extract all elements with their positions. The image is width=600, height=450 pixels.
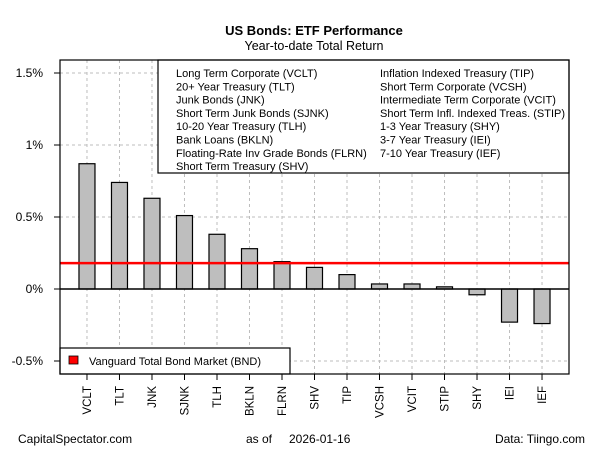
bars	[78, 163, 551, 325]
footer-as-of-label: as of	[246, 432, 273, 446]
legend-reference-box	[59, 347, 291, 375]
bar-vclt	[78, 163, 96, 290]
y-axis: -0.5% 0% 0.5% 1% 1.5%	[12, 66, 60, 368]
x-tick-label-sjnk: SJNK	[179, 386, 191, 416]
x-tick-label-shv: SHV	[310, 386, 322, 410]
legend-reference: Vanguard Total Bond Market (BND)	[59, 347, 291, 375]
bar-jnk	[143, 197, 161, 290]
legend-etf-name: Inflation Indexed Treasury (TIP)	[380, 68, 534, 80]
legend-etf-name: Short Term Corporate (VCSH)	[380, 81, 527, 93]
x-tick-label-tlh: TLH	[212, 386, 224, 408]
x-tick-label-tip: TIP	[342, 386, 354, 404]
x-tick-label-vcit: VCIT	[407, 386, 419, 412]
legend-etf-name: Short Term Junk Bonds (SJNK)	[176, 108, 329, 120]
bar-tip	[338, 274, 356, 290]
y-tick-label: -0.5%	[12, 354, 44, 368]
bar-tlh	[208, 233, 226, 290]
legend-etf-name: 10-20 Year Treasury (TLH)	[176, 121, 306, 133]
legend-etf-name: Floating-Rate Inv Grade Bonds (FLRN)	[176, 148, 367, 160]
x-tick-label-vclt: VCLT	[82, 386, 94, 415]
bar-shv	[305, 266, 324, 290]
y-tick-label: 1.5%	[16, 66, 44, 80]
legend-etf-name: 3-7 Year Treasury (IEI)	[380, 135, 491, 147]
x-tick-label-tlt: TLT	[114, 386, 126, 406]
bar-vcit	[403, 283, 421, 290]
y-tick-label: 1%	[26, 138, 44, 152]
x-tick-label-flrn: FLRN	[277, 386, 289, 416]
x-tick-label-jnk: JNK	[147, 386, 159, 408]
x-tick-label-ief: IEF	[537, 386, 549, 404]
bar-ief	[533, 288, 551, 325]
legend-etf-name: 20+ Year Treasury (TLT)	[176, 81, 295, 93]
bar-vcsh	[370, 283, 389, 290]
y-tick-label: 0%	[26, 282, 44, 296]
legend-etf-names-box	[157, 59, 570, 174]
legend-etf-name: 7-10 Year Treasury (IEF)	[380, 148, 500, 160]
legend-etf-name: 1-3 Year Treasury (SHY)	[380, 121, 500, 133]
legend-etf-name: Short Term Treasury (SHV)	[176, 161, 308, 173]
legend-etf-name: Long Term Corporate (VCLT)	[176, 68, 317, 80]
bar-iei	[500, 288, 519, 323]
x-tick-label-shy: SHY	[472, 386, 484, 410]
bar-flrn	[273, 261, 291, 290]
x-tick-label-vcsh: VCSH	[375, 386, 387, 418]
bar-bkln	[240, 248, 259, 290]
footer-data-credit: Data: Tiingo.com	[495, 432, 585, 446]
y-tick-label: 0.5%	[16, 210, 44, 224]
legend-etf-name: Junk Bonds (JNK)	[176, 95, 265, 107]
x-axis: VCLT TLT JNK SJNK TLH BKLN FLRN SHV TIP VCSH VCIT S…	[82, 374, 549, 418]
chart-title: US Bonds: ETF Performance	[225, 23, 403, 38]
bar-shy	[468, 288, 486, 296]
x-tick-label-bkln: BKLN	[244, 386, 256, 416]
legend-etf-name: Intermediate Term Corporate (VCIT)	[380, 95, 556, 107]
bar-sjnk	[175, 214, 194, 290]
legend-reference-swatch	[68, 355, 79, 365]
legend-etf-names: Long Term Corporate (VCLT)20+ Year Treas…	[157, 59, 570, 174]
legend-etf-name: Bank Loans (BKLN)	[176, 135, 273, 147]
x-tick-label-iei: IEI	[505, 386, 517, 400]
footer-date: 2026-01-16	[289, 432, 351, 446]
legend-etf-name: Short Term Infl. Indexed Treas. (STIP)	[380, 108, 565, 120]
chart-subtitle: Year-to-date Total Return	[245, 39, 384, 53]
x-tick-label-stip: STIP	[440, 386, 452, 412]
legend-reference-label: Vanguard Total Bond Market (BND)	[89, 356, 261, 368]
footer-source: CapitalSpectator.com	[18, 432, 132, 446]
bar-tlt	[110, 181, 129, 290]
